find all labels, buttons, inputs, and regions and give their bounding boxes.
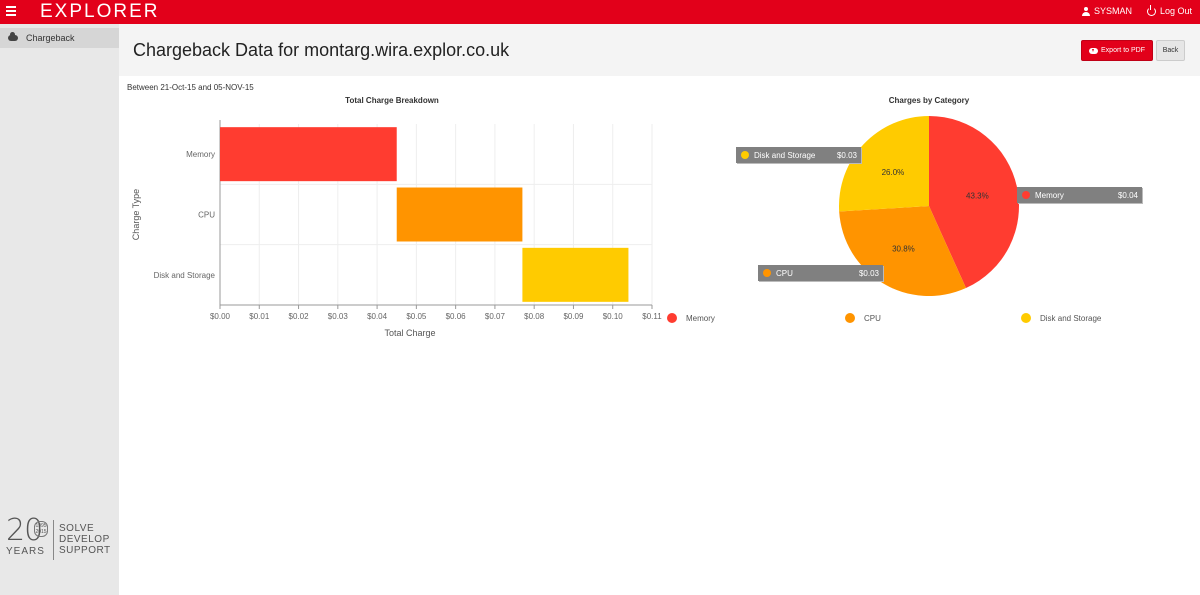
- bar-chart-title: Total Charge Breakdown: [345, 96, 439, 105]
- anniversary-years-range: 1995 2015: [34, 521, 48, 537]
- y-tick-label: Memory: [186, 150, 215, 159]
- x-tick-label: $0.09: [563, 312, 584, 321]
- legend-dot: [667, 313, 677, 323]
- bar-cpu[interactable]: [396, 187, 523, 242]
- page-title: Chargeback Data for montarg.wira.explor.…: [133, 40, 510, 60]
- legend-label: CPU: [864, 314, 881, 323]
- pie-callout-disk-and-storage: Disk and Storage $0.03: [736, 147, 862, 164]
- x-tick-label: $0.03: [328, 312, 349, 321]
- logout-label: Log Out: [1159, 6, 1192, 16]
- callout-dot: [763, 269, 771, 277]
- power-icon: [1146, 4, 1156, 16]
- callout-value: $0.04: [1118, 191, 1139, 200]
- callout-box: [736, 147, 861, 163]
- x-tick-label: $0.06: [446, 312, 467, 321]
- top-bar: EXPLORER SYSMAN Log Out: [0, 0, 1200, 24]
- x-tick-label: $0.07: [485, 312, 506, 321]
- anniversary-motto: SOLVE DEVELOP SUPPORT: [59, 523, 111, 556]
- sidebar-item-chargeback[interactable]: Chargeback: [0, 28, 119, 48]
- pie-callout-cpu: CPU $0.03: [758, 265, 884, 282]
- x-tick-label: $0.08: [524, 312, 545, 321]
- back-button[interactable]: Back: [1156, 40, 1185, 61]
- callout-value: $0.03: [837, 151, 858, 160]
- anniversary-logo: 20 1995 2015 YEARS SOLVE DEVELOP SUPPORT: [6, 516, 116, 586]
- legend-dot: [1021, 313, 1031, 323]
- pie-chart-title: Charges by Category: [889, 96, 970, 105]
- app-logo[interactable]: EXPLORER: [40, 1, 160, 22]
- callout-name: CPU: [776, 269, 793, 278]
- y-tick-label: CPU: [198, 211, 215, 220]
- user-name: SYSMAN: [1093, 6, 1132, 16]
- x-tick-label: $0.05: [406, 312, 427, 321]
- callout-name: Disk and Storage: [754, 151, 816, 160]
- anniversary-divider: [53, 520, 54, 560]
- x-tick-label: $0.00: [210, 312, 231, 321]
- legend-item-cpu[interactable]: CPU: [845, 313, 881, 323]
- pie-callout-memory: Memory $0.04: [1017, 187, 1143, 204]
- callout-value: $0.03: [859, 269, 880, 278]
- x-tick-label: $0.01: [249, 312, 270, 321]
- motto-develop: DEVELOP: [59, 534, 110, 545]
- menu-icon[interactable]: [6, 4, 20, 20]
- bar-memory[interactable]: [220, 127, 397, 182]
- callout-box: [758, 265, 883, 281]
- x-tick-label: $0.04: [367, 312, 388, 321]
- pie-percent-label: 26.0%: [882, 168, 905, 177]
- motto-support: SUPPORT: [59, 545, 111, 556]
- logout-button[interactable]: Log Out: [1146, 4, 1192, 16]
- x-axis-label: Total Charge: [384, 328, 435, 338]
- year-start: 1995: [35, 523, 47, 529]
- pie-slice-memory[interactable]: [929, 116, 1020, 289]
- year-end: 2015: [35, 529, 47, 535]
- legend-label: Disk and Storage: [1040, 314, 1102, 323]
- x-tick-label: $0.02: [289, 312, 310, 321]
- callout-dot: [741, 151, 749, 159]
- x-tick-label: $0.11: [642, 312, 662, 321]
- callout-name: Memory: [1035, 191, 1064, 200]
- y-axis-label: Charge Type: [131, 189, 141, 240]
- pie-slice-disk-and-storage[interactable]: [839, 116, 929, 212]
- legend-item-memory[interactable]: Memory: [667, 313, 715, 323]
- pie-percent-label: 30.8%: [892, 244, 915, 253]
- sidebar: Chargeback 20 1995 2015 YEARS SOLVE DEVE…: [0, 24, 119, 595]
- sidebar-item-label: Chargeback: [26, 33, 75, 43]
- page-header: Chargeback Data for montarg.wira.explor.…: [119, 24, 1200, 76]
- user-menu[interactable]: SYSMAN: [1081, 6, 1132, 16]
- callout-box: [1017, 187, 1142, 203]
- cloud-icon: [8, 32, 18, 41]
- pie-percent-label: 43.3%: [966, 192, 989, 201]
- y-tick-label: Disk and Storage: [154, 271, 216, 280]
- legend-dot: [845, 313, 855, 323]
- legend-label: Memory: [686, 314, 715, 323]
- motto-solve: SOLVE: [59, 523, 95, 534]
- cloud-download-icon: [1089, 47, 1099, 54]
- export-pdf-button[interactable]: Export to PDF: [1081, 40, 1153, 61]
- bar-chart: Total Charge Breakdown $0.00 $0.01 $0.02 $0.…: [131, 96, 662, 338]
- user-icon: [1081, 6, 1090, 16]
- bar-disk-and-storage[interactable]: [522, 247, 629, 302]
- export-pdf-label: Export to PDF: [1101, 47, 1145, 54]
- x-tick-label: $0.10: [603, 312, 624, 321]
- legend-item-disk-and-storage[interactable]: Disk and Storage: [1021, 313, 1102, 323]
- date-range: Between 21-Oct-15 and 05-NOV-15: [127, 83, 254, 92]
- callout-dot: [1022, 191, 1030, 199]
- anniversary-number: 20: [6, 513, 43, 548]
- anniversary-years-word: YEARS: [6, 546, 45, 557]
- pie-chart: Charges by Category 43.3% Memory $0.04 30.8%…: [667, 96, 1143, 323]
